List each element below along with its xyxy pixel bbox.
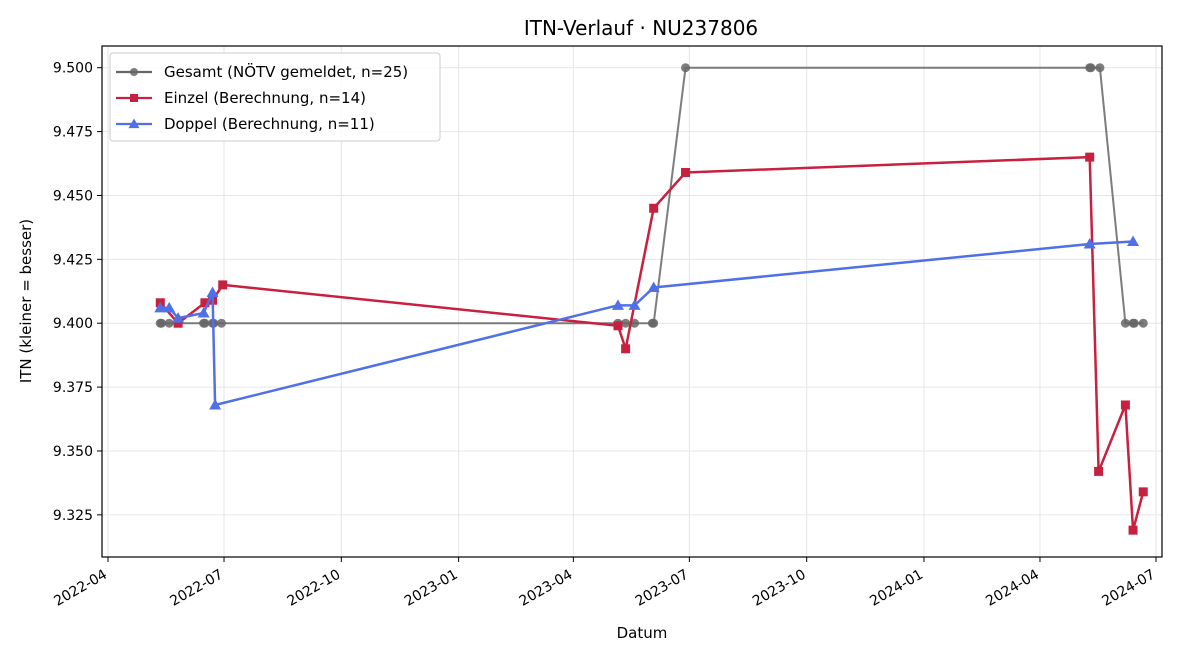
data-point — [197, 306, 210, 318]
data-point — [621, 318, 631, 328]
data-point — [1138, 487, 1148, 497]
data-point — [611, 299, 624, 310]
legend-marker — [128, 118, 140, 129]
data-point — [1120, 400, 1130, 410]
series-square-group — [155, 152, 1148, 535]
data-point — [206, 286, 219, 298]
series-layer — [154, 63, 1148, 535]
data-point — [157, 318, 167, 328]
data-point — [1085, 152, 1095, 162]
x-tick-label: 2024-04 — [983, 567, 1042, 610]
data-point — [216, 318, 226, 328]
data-point — [1127, 235, 1140, 246]
data-point — [647, 281, 660, 292]
data-point — [649, 318, 659, 328]
legend-label: Doppel (Berechnung, n=11) — [164, 115, 375, 133]
x-axis: 2022-04 2022-07 2022-10 2023-01 2023-04 2023-… — [51, 557, 1158, 610]
data-point — [209, 398, 222, 410]
x-tick-label: 2024-07 — [1099, 567, 1158, 610]
data-point — [1083, 238, 1096, 249]
x-tick-label: 2022-07 — [167, 567, 226, 610]
legend-marker — [130, 94, 138, 102]
y-tick-label: 9.425 — [53, 252, 93, 268]
legend-label: Einzel (Berechnung, n=14) — [164, 89, 366, 107]
data-point — [613, 321, 623, 331]
plot-area-frame — [101, 45, 1163, 558]
x-tick-label: 2022-10 — [285, 567, 344, 610]
y-axis: 9.325 9.350 9.375 9.400 9.425 9.450 9.475 9.500 — [53, 61, 102, 524]
legend-marker — [130, 68, 138, 76]
y-tick-label: 9.500 — [53, 61, 93, 77]
legend-label: Gesamt (NÖTV gemeldet, n=25) — [164, 62, 408, 81]
x-tick-label: 2023-10 — [750, 567, 809, 610]
data-point — [218, 280, 228, 290]
y-tick-label: 9.450 — [53, 188, 93, 204]
data-point — [681, 63, 691, 73]
data-point — [154, 301, 167, 313]
legend-box — [109, 52, 441, 142]
data-point — [621, 344, 631, 354]
data-point — [1128, 525, 1138, 535]
data-point — [649, 203, 659, 213]
data-point — [1086, 63, 1096, 73]
data-point — [173, 318, 183, 328]
data-point — [172, 312, 185, 323]
data-point — [163, 301, 176, 313]
data-point — [1129, 318, 1139, 328]
data-point — [1095, 63, 1105, 73]
x-tick-label: 2023-04 — [517, 567, 576, 610]
data-point — [164, 318, 174, 328]
chart-title: ITN-Verlauf · NU237806 — [524, 16, 758, 40]
y-tick-label: 9.375 — [53, 380, 93, 396]
series-circle-group — [155, 63, 1148, 328]
x-tick-label: 2024-01 — [867, 567, 926, 610]
data-point — [1120, 318, 1130, 328]
series-triangle-group — [154, 235, 1140, 410]
y-tick-label: 9.350 — [53, 444, 93, 460]
x-tick-label: 2022-04 — [51, 567, 110, 610]
x-tick-label: 2023-01 — [402, 567, 461, 610]
data-point — [200, 298, 210, 308]
y-tick-label: 9.475 — [53, 125, 93, 141]
series-line — [159, 155, 1145, 532]
y-tick-label: 9.400 — [53, 316, 93, 332]
legend: Gesamt (NÖTV gemeldet, n=25) Einzel (Bere… — [109, 52, 441, 142]
y-axis-title: ITN (kleiner = besser) — [17, 219, 35, 383]
y-tick-label: 9.325 — [53, 508, 93, 524]
data-point — [681, 167, 691, 177]
data-point — [200, 318, 210, 328]
x-axis-title: Datum — [617, 624, 668, 642]
x-tick-label: 2023-07 — [633, 567, 692, 610]
data-point — [628, 299, 641, 310]
data-point — [1094, 466, 1104, 476]
data-point — [1138, 318, 1148, 328]
